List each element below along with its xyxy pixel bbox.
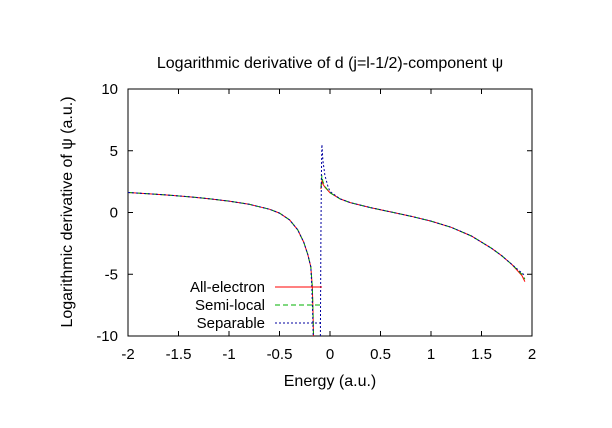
chart-title: Logarithmic derivative of d (j=l-1/2)-co… bbox=[157, 55, 503, 72]
series-all-electron bbox=[127, 180, 526, 337]
y-tick-label: 10 bbox=[101, 81, 118, 98]
legend-label: Semi-local bbox=[195, 297, 265, 314]
x-tick-label: -1.5 bbox=[166, 346, 192, 363]
series-lines bbox=[127, 144, 526, 337]
legend-label: All-electron bbox=[190, 279, 265, 296]
y-tick-label: 5 bbox=[110, 143, 118, 160]
x-tick-label: 0 bbox=[326, 346, 334, 363]
y-tick-label: -10 bbox=[96, 328, 118, 345]
y-tick-label: 0 bbox=[110, 205, 118, 222]
series-semi-local bbox=[127, 175, 526, 337]
series-separable bbox=[127, 144, 526, 337]
x-tick-label: 1.5 bbox=[471, 346, 492, 363]
legend-label: Separable bbox=[197, 315, 265, 332]
plot-frame bbox=[127, 88, 533, 337]
y-axis-label: Logarithmic derivative of ψ (a.u.) bbox=[59, 96, 76, 327]
x-tick-label: 1 bbox=[427, 346, 435, 363]
series-line bbox=[320, 180, 526, 282]
y-tick-labels: -10 -5 0 5 10 bbox=[96, 81, 118, 345]
y-tick-label: -5 bbox=[105, 266, 118, 283]
x-tick-labels: -2 -1.5 -1 -0.5 0 0.5 1 1.5 2 bbox=[121, 346, 536, 363]
x-tick-label: -0.5 bbox=[267, 346, 293, 363]
x-tick-label: 0.5 bbox=[370, 346, 391, 363]
x-tick-label: -2 bbox=[121, 346, 134, 363]
x-axis-label: Energy (a.u.) bbox=[284, 373, 376, 390]
series-line bbox=[319, 144, 526, 337]
axis-ticks bbox=[127, 88, 533, 337]
x-tick-label: 2 bbox=[528, 346, 536, 363]
series-line bbox=[320, 175, 526, 280]
x-tick-label: -1 bbox=[222, 346, 235, 363]
series-line bbox=[127, 192, 314, 337]
